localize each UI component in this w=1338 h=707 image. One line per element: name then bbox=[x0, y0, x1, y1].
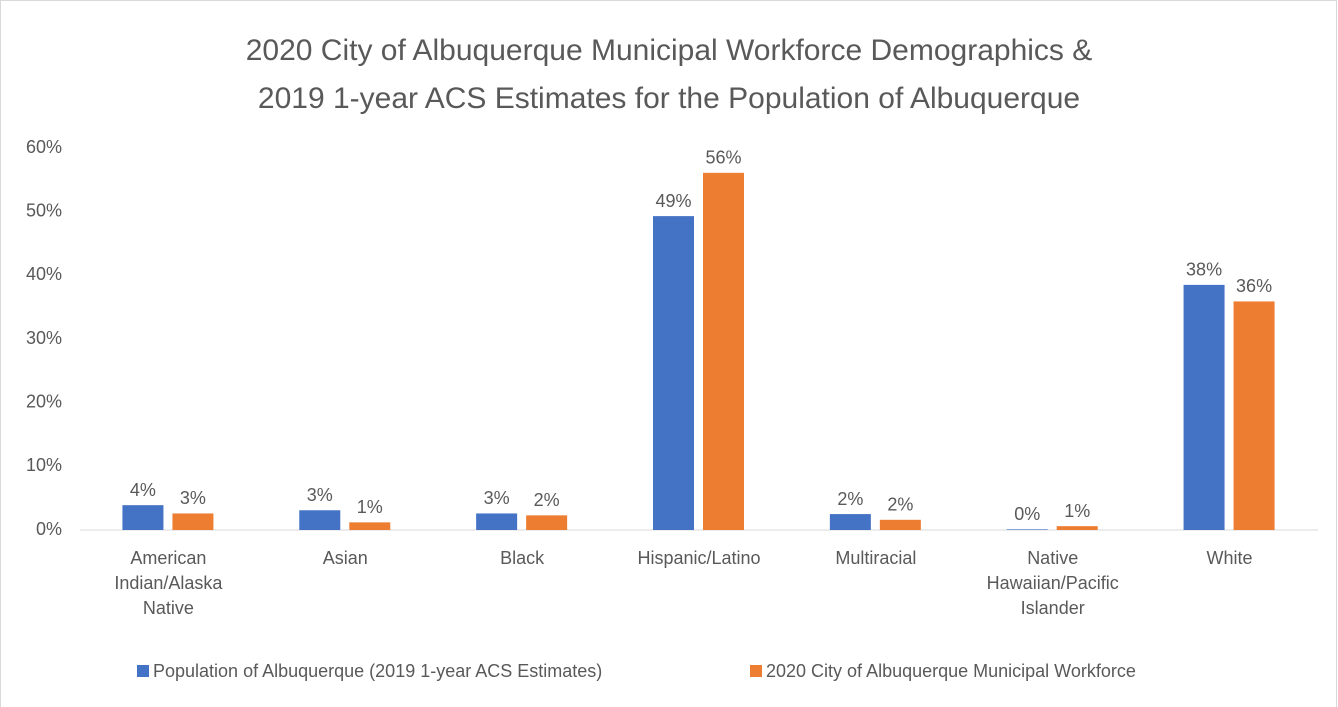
x-tick-label-box: Black bbox=[500, 548, 545, 568]
x-tick-label-box: White bbox=[1206, 548, 1253, 568]
data-label: 4% bbox=[130, 480, 156, 500]
bar bbox=[122, 505, 164, 530]
y-tick-label: 30% bbox=[26, 328, 62, 348]
data-label: 49% bbox=[655, 191, 691, 211]
chart-title: 2019 1-year ACS Estimates for the Popula… bbox=[258, 82, 1080, 115]
x-tick-label-box: American Indian/Alaska Native bbox=[114, 548, 223, 618]
bar bbox=[299, 510, 341, 530]
data-label: 38% bbox=[1186, 260, 1222, 280]
bar bbox=[1233, 301, 1275, 530]
x-tick-label-box: Multiracial bbox=[835, 548, 917, 568]
y-tick-label: 50% bbox=[26, 200, 62, 220]
y-tick-label: 10% bbox=[26, 455, 62, 475]
data-label: 36% bbox=[1236, 276, 1272, 296]
y-tick-label: 20% bbox=[26, 391, 62, 411]
chart-title: 2020 City of Albuquerque Municipal Workf… bbox=[246, 34, 1093, 67]
bar bbox=[1006, 529, 1048, 530]
data-label: 3% bbox=[307, 485, 333, 505]
bar bbox=[526, 515, 568, 530]
data-label: 2% bbox=[887, 495, 913, 515]
bar bbox=[879, 519, 921, 530]
bar bbox=[476, 513, 518, 530]
y-tick-label: 60% bbox=[26, 137, 62, 157]
legend-swatch bbox=[137, 665, 149, 677]
data-label: 1% bbox=[357, 497, 383, 517]
y-tick-label: 0% bbox=[36, 519, 62, 539]
data-label: 1% bbox=[1064, 501, 1090, 521]
legend-label: 2020 City of Albuquerque Municipal Workf… bbox=[766, 661, 1136, 681]
x-tick-label: Black bbox=[500, 548, 545, 568]
bar bbox=[703, 172, 744, 530]
bar bbox=[349, 522, 391, 530]
data-label: 2% bbox=[837, 489, 863, 509]
bar bbox=[829, 514, 871, 530]
data-label: 3% bbox=[180, 488, 206, 508]
x-tick-label: Asian bbox=[322, 548, 368, 568]
bar bbox=[172, 513, 214, 530]
bar bbox=[1056, 526, 1098, 530]
legend-label: Population of Albuquerque (2019 1-year A… bbox=[153, 661, 602, 681]
y-tick-label: 40% bbox=[26, 264, 62, 284]
x-tick-label-box: Native Hawaiian/Pacific Islander bbox=[986, 548, 1119, 618]
bar bbox=[653, 216, 694, 530]
data-label: 3% bbox=[484, 488, 510, 508]
x-tick-label: American Indian/Alaska Native bbox=[114, 548, 223, 618]
x-tick-label-box: Hispanic/Latino bbox=[637, 548, 761, 568]
data-label: 0% bbox=[1014, 504, 1040, 524]
bar bbox=[1183, 284, 1225, 530]
x-tick-label: Native Hawaiian/Pacific Islander bbox=[986, 548, 1119, 618]
data-label: 56% bbox=[705, 148, 741, 168]
data-label: 2% bbox=[534, 490, 560, 510]
x-tick-label: Multiracial bbox=[835, 548, 917, 568]
x-tick-label-box: Asian bbox=[322, 548, 368, 568]
x-tick-label: Hispanic/Latino bbox=[637, 548, 761, 568]
legend-swatch bbox=[750, 665, 762, 677]
x-tick-label: White bbox=[1206, 548, 1253, 568]
